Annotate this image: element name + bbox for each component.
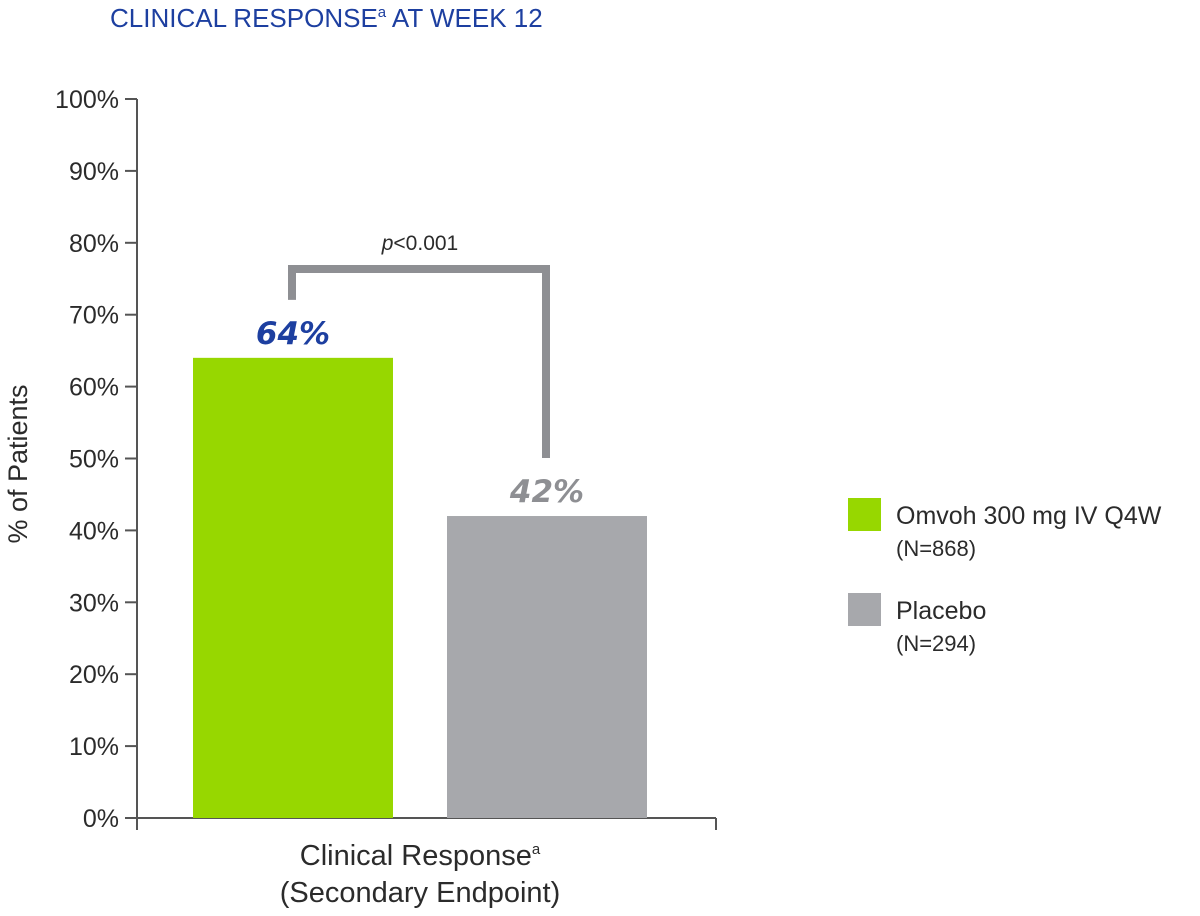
bars: 64% 42% <box>193 316 647 818</box>
legend-n-label: (N=868) <box>896 536 976 561</box>
bar-omvoh <box>193 357 393 818</box>
legend-swatch <box>848 593 881 626</box>
y-axis-label: % of Patients <box>3 384 33 543</box>
y-tick-label: 100% <box>55 86 119 114</box>
legend: Omvoh 300 mg IV Q4W (N=868) Placebo (N=294) <box>848 498 1162 656</box>
y-tick-label: 0% <box>83 805 119 833</box>
x-axis-label-line2: (Secondary Endpoint) <box>280 877 561 909</box>
data-label: 64% <box>256 316 330 352</box>
p-value-label: p<0.001 <box>381 232 459 255</box>
y-tick-label: 30% <box>69 589 119 617</box>
y-tick-label: 20% <box>69 661 119 689</box>
y-tick-label: 90% <box>69 158 119 186</box>
y-tick-label: 40% <box>69 517 119 545</box>
y-tick-label: 70% <box>69 302 119 330</box>
y-tick-label: 60% <box>69 374 119 402</box>
y-tick-label: 80% <box>69 230 119 258</box>
legend-n-label: (N=294) <box>896 631 976 656</box>
y-tick-label: 10% <box>69 733 119 761</box>
x-axis-label-line1: Clinical Responsea <box>300 840 541 872</box>
legend-label: Placebo <box>896 597 986 625</box>
chart-title: CLINICAL RESPONSEa AT WEEK 12 <box>110 3 543 33</box>
bracket-line <box>288 265 550 459</box>
bar-placebo <box>447 516 647 818</box>
data-label: 42% <box>509 474 584 510</box>
legend-label: Omvoh 300 mg IV Q4W <box>896 502 1162 530</box>
legend-swatch <box>848 498 881 531</box>
y-axis: 0% 10% 20% 30% 40% 50% 60% 70% 80% 90% 100% <box>55 86 717 833</box>
y-tick-label: 50% <box>69 446 119 474</box>
significance-bracket <box>288 265 550 459</box>
